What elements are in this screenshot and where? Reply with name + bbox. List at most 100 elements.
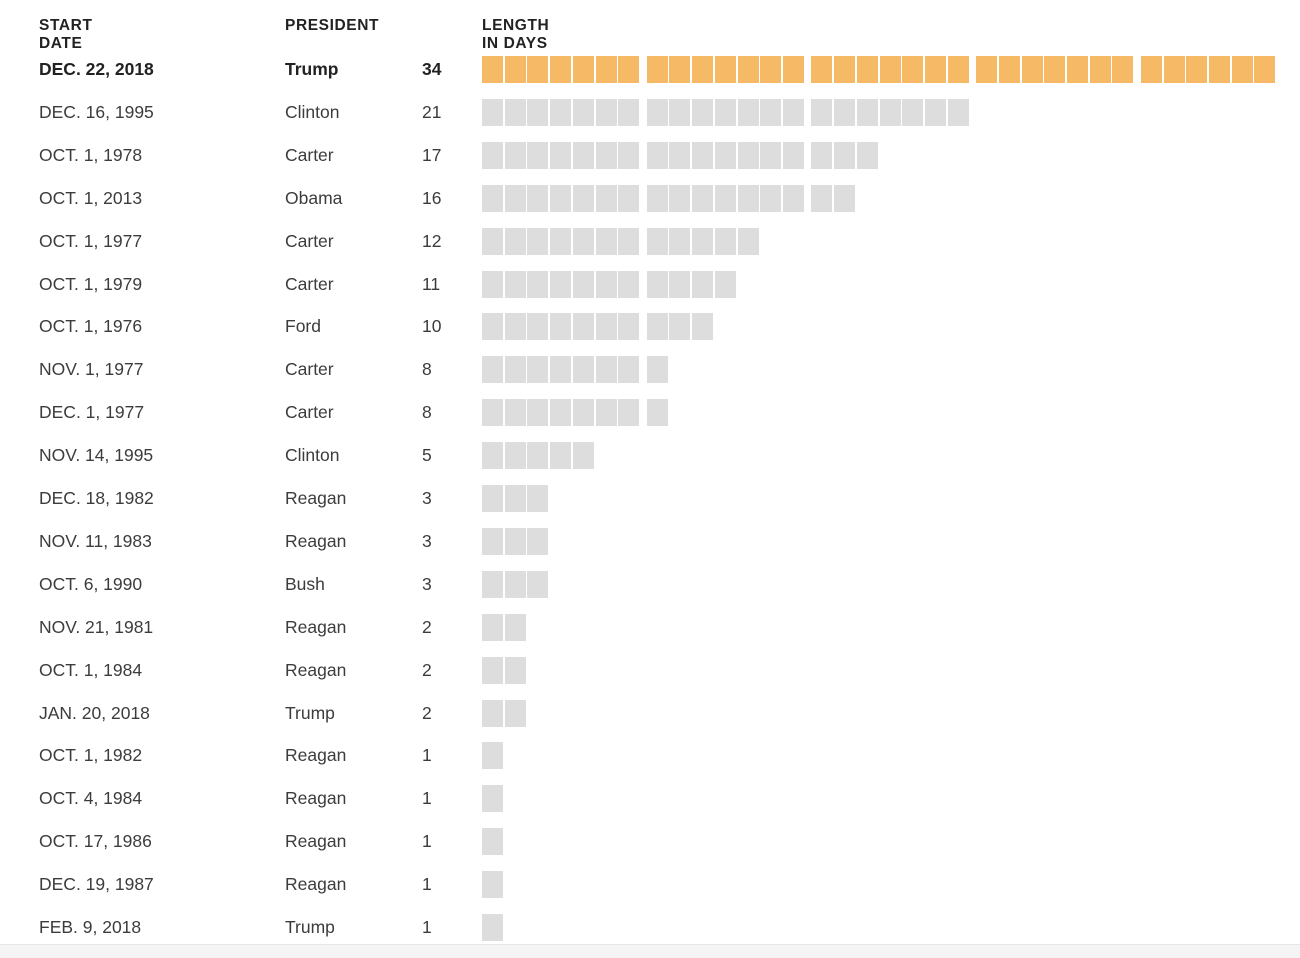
table-row: JAN. 20, 2018 Trump 2 [0, 698, 1300, 728]
table-row: NOV. 1, 1977 Carter 8 [0, 354, 1300, 384]
start-date: OCT. 1, 1982 [39, 745, 143, 766]
day-block [618, 399, 640, 427]
day-block [879, 56, 901, 83]
start-date: FEB. 9, 2018 [39, 917, 142, 937]
day-block [737, 141, 759, 169]
day-block [527, 98, 549, 126]
table-row: OCT. 1, 1978 Carter 17 [0, 140, 1300, 170]
day-block [646, 227, 668, 255]
president: Trump [285, 917, 335, 937]
day-block [504, 313, 526, 341]
day-block [856, 141, 878, 169]
president: Reagan [285, 788, 347, 809]
header-start-date: START DATE [39, 17, 93, 52]
start-date: JAN. 20, 2018 [39, 702, 150, 723]
day-block [782, 98, 804, 126]
day-block [527, 356, 549, 384]
length-in-days: 17 [422, 144, 442, 165]
day-block [714, 184, 736, 212]
table-row: OCT. 1, 1982 Reagan 1 [0, 740, 1300, 770]
day-block [782, 56, 804, 83]
day-block [482, 141, 503, 169]
start-date: DEC. 19, 1987 [39, 874, 154, 895]
day-block [669, 313, 691, 341]
start-date: OCT. 1, 1984 [39, 659, 143, 680]
day-block [550, 141, 572, 169]
day-block [924, 98, 946, 126]
day-block [527, 184, 549, 212]
table-row: OCT. 17, 1986 Reagan 1 [0, 826, 1300, 856]
day-block [595, 356, 617, 384]
day-block [504, 699, 526, 727]
president: Clinton [285, 445, 340, 466]
day-block [811, 184, 833, 212]
day-block [482, 98, 503, 126]
day-block [760, 184, 782, 212]
day-block [737, 184, 759, 212]
day-block [572, 442, 594, 470]
table-row: NOV. 11, 1983 Reagan 3 [0, 526, 1300, 556]
president: Reagan [285, 831, 347, 852]
start-date: OCT. 1, 1979 [39, 273, 143, 294]
day-block [714, 270, 736, 298]
president: Carter [285, 359, 334, 380]
president: Trump [285, 702, 335, 723]
day-block [646, 270, 668, 298]
day-block [669, 184, 691, 212]
length-in-days: 1 [422, 917, 432, 937]
day-block [618, 270, 640, 298]
day-block [595, 184, 617, 212]
day-block [646, 184, 668, 212]
day-block [595, 270, 617, 298]
length-in-days: 3 [422, 530, 432, 551]
length-in-days: 1 [422, 745, 432, 766]
day-block [618, 227, 640, 255]
day-block [504, 98, 526, 126]
day-block [737, 227, 759, 255]
table-row: OCT. 1, 1984 Reagan 2 [0, 655, 1300, 685]
day-block [482, 656, 503, 684]
day-block [504, 442, 526, 470]
day-block [834, 98, 856, 126]
start-date: DEC. 16, 1995 [39, 101, 154, 122]
day-block [976, 56, 998, 83]
start-date: OCT. 1, 1977 [39, 230, 143, 251]
day-block [572, 98, 594, 126]
day-block [527, 442, 549, 470]
day-block [646, 399, 668, 427]
day-block [527, 141, 549, 169]
day-block [482, 613, 503, 641]
day-block [618, 56, 640, 83]
president: Reagan [285, 745, 347, 766]
day-block [482, 742, 503, 770]
day-block [618, 184, 640, 212]
day-block [550, 313, 572, 341]
day-block [737, 98, 759, 126]
day-block [646, 356, 668, 384]
day-block [595, 98, 617, 126]
day-block [550, 227, 572, 255]
day-block [527, 570, 549, 598]
day-block [482, 570, 503, 598]
table-row: OCT. 1, 1976 Ford 10 [0, 311, 1300, 341]
start-date: DEC. 18, 1982 [39, 488, 154, 508]
length-in-days: 1 [422, 788, 432, 809]
day-block [1044, 56, 1066, 83]
length-in-days: 12 [422, 230, 442, 251]
day-block [482, 828, 503, 856]
day-block [482, 227, 503, 255]
table-row: NOV. 21, 1981 Reagan 2 [0, 612, 1300, 642]
day-block [737, 56, 759, 83]
day-block [482, 399, 503, 427]
day-block [998, 56, 1020, 83]
day-block [646, 98, 668, 126]
day-block [902, 98, 924, 126]
day-block [760, 98, 782, 126]
president: Obama [285, 187, 343, 208]
day-block [527, 56, 549, 83]
day-block [527, 313, 549, 341]
day-block [811, 56, 833, 83]
day-block [572, 399, 594, 427]
day-block [550, 442, 572, 470]
day-block [692, 270, 714, 298]
